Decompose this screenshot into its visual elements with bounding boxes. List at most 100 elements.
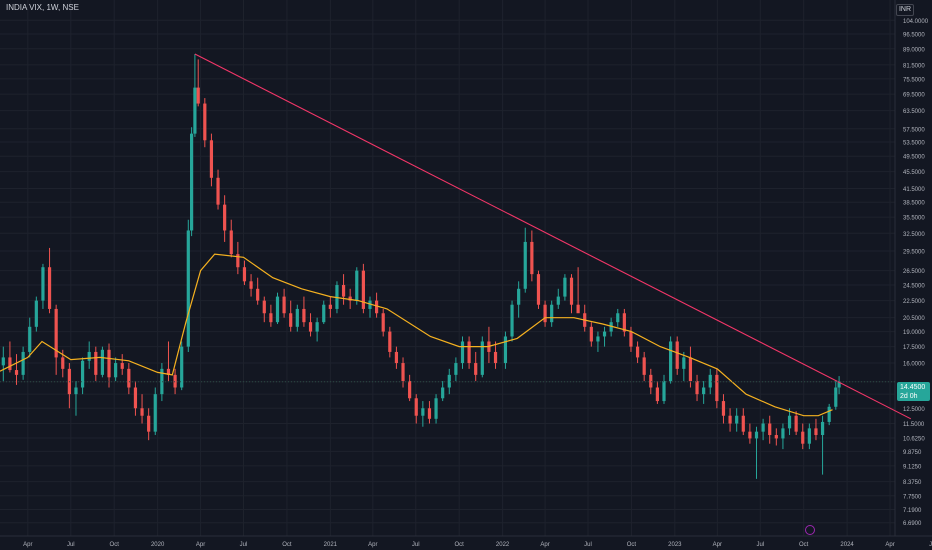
candle [216,169,220,210]
y-tick-label: 12.5000 [903,407,925,413]
candle-body [536,274,541,305]
candle [715,368,719,409]
candle [669,336,673,384]
candle [741,408,745,436]
candle [394,346,399,369]
x-tick-label: Apr [23,542,32,548]
candle-body [54,308,58,358]
y-tick-label: 41.5000 [903,187,925,193]
candle-body [616,313,620,323]
x-tick-label: Jul [412,542,420,548]
candle-body [275,296,280,323]
candle-body [530,241,534,275]
candle-body [715,374,719,402]
candle-body [517,288,521,305]
candle [14,354,19,385]
candle-body [467,341,471,364]
candle-body [127,368,131,388]
y-tick-label: 17.5000 [903,345,925,351]
candle-body [153,394,157,432]
candle [563,274,567,301]
y-tick-label: 104.0000 [903,19,929,25]
candle-body [348,296,352,301]
candle [308,313,313,337]
y-tick-label: 8.3750 [903,480,922,486]
candle-body [160,368,164,395]
candle-body [8,357,12,371]
event-marker-icon[interactable] [805,525,815,535]
trendline[interactable] [194,53,912,420]
candle-body [622,313,626,332]
candle [675,336,679,375]
candle [467,336,471,369]
candle-body [708,374,712,388]
x-tick-label: Apr [713,542,722,548]
candle [655,381,659,404]
candle-body [576,304,580,314]
candle-body [322,304,326,323]
currency-badge[interactable]: INR [896,4,914,16]
candle [421,401,425,427]
candle [510,300,514,342]
candle-body [688,357,693,382]
candle [21,346,25,380]
candle-body [748,431,752,439]
candle-body [94,351,98,375]
candle-body [1,357,5,366]
candle [160,363,164,402]
candle-body [289,313,293,327]
candle [28,317,32,358]
candle-body [242,267,247,282]
candle-body [503,336,508,364]
candle [642,351,646,382]
candle [47,247,52,314]
candle-body [735,415,739,424]
candle-body [41,267,45,301]
candle [721,394,726,424]
candle-body [74,387,78,395]
y-tick-label: 11.5000 [903,422,925,428]
candle [447,368,451,395]
x-tick-label: Oct [110,542,120,548]
candle-body [308,322,313,332]
candle [87,341,91,369]
candle-body [223,204,227,231]
candle-body [47,267,52,309]
candle-body [203,103,207,141]
candle [147,408,151,441]
y-tick-label: 7.1900 [903,508,922,514]
candle-body [596,336,600,342]
candle [190,127,194,237]
candle [688,346,693,388]
candle-body [374,300,379,314]
candle-body [315,322,319,332]
candle-body [434,398,438,419]
candle [381,308,385,337]
y-tick-label: 45.5000 [903,170,925,176]
candle-body [196,87,200,104]
candle [302,296,306,327]
candle [355,267,359,305]
candle-body [550,304,554,323]
candle-body [341,285,346,297]
candle [649,368,653,395]
x-tick-label: Jul [240,542,248,548]
candle-body [609,322,613,332]
candle-body [249,281,253,289]
candle-body [100,349,105,375]
y-tick-label: 69.5000 [903,93,925,99]
candle-body [361,270,365,309]
candle [454,357,458,382]
candle [193,54,197,137]
candle-body [629,331,633,347]
candle [236,241,240,275]
time-axis[interactable]: Apr Jul Oct 2020 Apr Jul Oct 2021 Apr Jul Oct 2022 A… [23,542,932,548]
x-tick-label: Apr [540,542,549,548]
candle [794,411,798,436]
candle-body [556,296,560,305]
candle-body [355,270,359,301]
candle [474,351,478,382]
x-tick-label: Jul [929,542,932,548]
